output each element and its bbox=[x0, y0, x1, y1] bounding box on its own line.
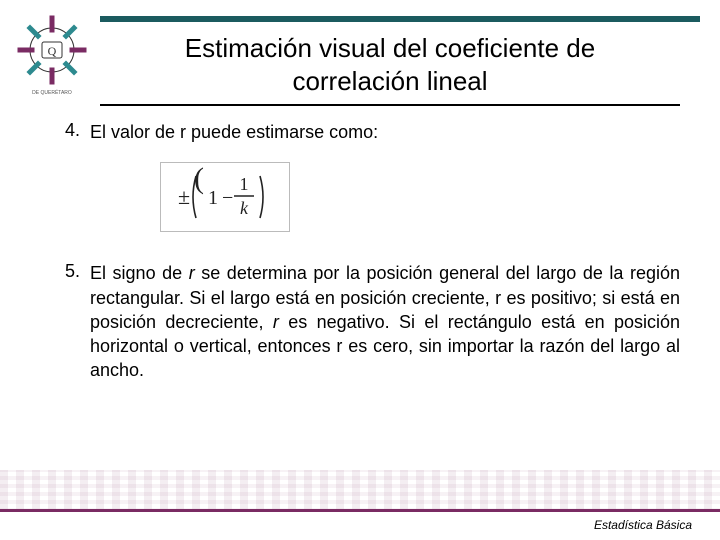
item-text: El valor de r puede estimarse como: bbox=[90, 120, 378, 144]
formula-num: 1 bbox=[240, 174, 249, 194]
institution-logo: Q DE QUERÉTARO bbox=[12, 8, 92, 98]
slide-title: Estimación visual del coeficiente de cor… bbox=[100, 32, 680, 97]
title-line-2: correlación lineal bbox=[292, 66, 487, 96]
footer-rule bbox=[0, 509, 720, 512]
svg-text:Q: Q bbox=[48, 44, 57, 58]
list-item: 4. El valor de r puede estimarse como: bbox=[60, 120, 680, 144]
item-text: El signo de r se determina por la posici… bbox=[90, 261, 680, 382]
title-underline bbox=[100, 104, 680, 106]
footer-text: Estadística Básica bbox=[594, 518, 692, 532]
formula: ± ( 1 − 1 k bbox=[160, 162, 680, 237]
body-content: 4. El valor de r puede estimarse como: ±… bbox=[60, 120, 680, 397]
formula-one: 1 bbox=[208, 187, 218, 209]
item-number: 4. bbox=[60, 120, 90, 144]
item-number: 5. bbox=[60, 261, 90, 382]
svg-text:−: − bbox=[222, 187, 233, 209]
formula-var: k bbox=[240, 198, 249, 218]
title-line-1: Estimación visual del coeficiente de bbox=[185, 33, 595, 63]
formula-plusminus: ± bbox=[178, 184, 190, 209]
list-item: 5. El signo de r se determina por la pos… bbox=[60, 261, 680, 382]
top-rule bbox=[100, 16, 700, 22]
footer-pattern bbox=[0, 470, 720, 512]
svg-text:DE QUERÉTARO: DE QUERÉTARO bbox=[32, 89, 72, 96]
